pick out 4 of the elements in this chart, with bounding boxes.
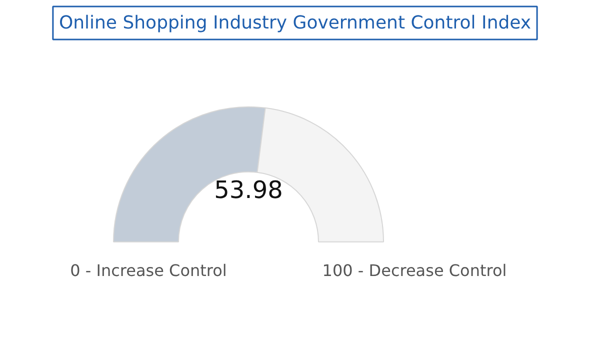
data-label: 53.98 <box>214 176 283 204</box>
text: 100 - Decrease Control <box>322 260 507 280</box>
chart-title: Online Shopping Industry Government Control Index <box>58 12 532 34</box>
text: 0 - Increase Control <box>70 260 227 280</box>
